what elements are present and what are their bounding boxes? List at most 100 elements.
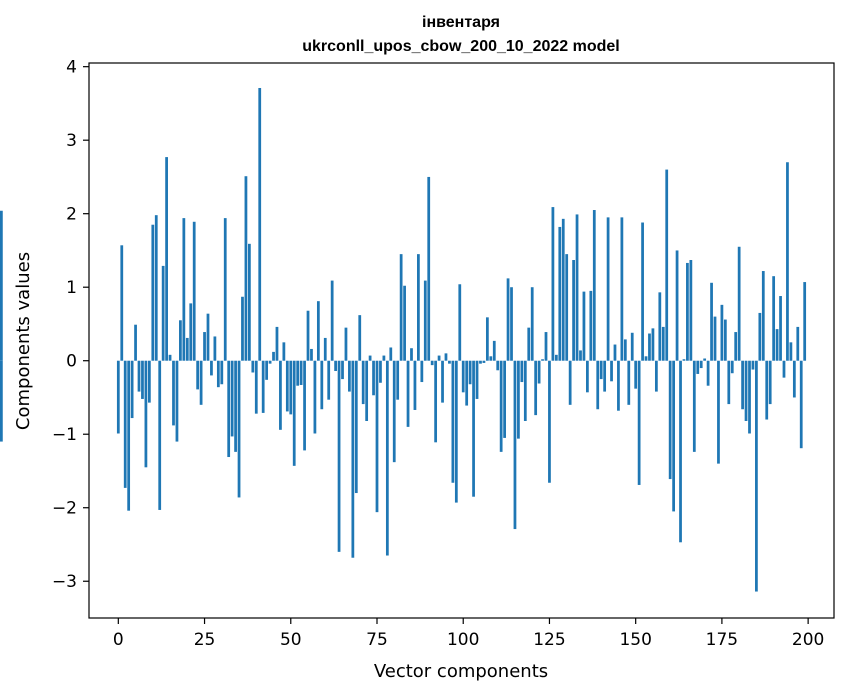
bar: [251, 360, 255, 373]
bar: [382, 355, 386, 361]
bar: [120, 245, 124, 361]
bar: [303, 360, 306, 451]
chart-subtitle: ukrconll_upos_cbow_200_10_2022 model: [302, 38, 619, 55]
bar: [723, 319, 727, 361]
bar: [665, 169, 669, 361]
x-tick-label: 100: [447, 630, 479, 650]
bar: [803, 282, 807, 361]
bar: [292, 360, 296, 466]
bar: [216, 360, 220, 388]
bar: [623, 339, 627, 361]
bar: [130, 360, 134, 419]
bar: [417, 254, 420, 361]
bar: [675, 250, 679, 361]
bar: [696, 360, 700, 374]
bar: [582, 291, 586, 361]
bar: [441, 360, 444, 403]
bar: [268, 360, 272, 364]
bar: [534, 360, 538, 416]
bar: [654, 360, 658, 392]
y-tick-label: 4: [66, 58, 77, 78]
bar: [761, 271, 765, 361]
y-tick-label: −1: [52, 425, 77, 445]
bar: [137, 360, 141, 392]
bar: [158, 360, 162, 510]
bar: [206, 313, 210, 361]
bar: [637, 360, 641, 485]
bar: [223, 218, 227, 361]
x-tick-label: 75: [366, 630, 388, 650]
bar: [230, 360, 234, 437]
bar: [182, 218, 186, 361]
bar: [648, 333, 651, 361]
chart-title: інвентаря: [422, 14, 500, 31]
bar: [472, 360, 475, 497]
bar: [479, 360, 482, 364]
bar: [796, 326, 800, 361]
bar: [596, 360, 600, 410]
bar: [485, 317, 489, 361]
bar: [282, 342, 286, 361]
bar: [389, 347, 393, 361]
bar: [227, 360, 231, 458]
bar: [379, 360, 382, 383]
bar: [344, 327, 348, 361]
bar: [420, 360, 424, 383]
bar: [613, 344, 617, 361]
bar: [572, 260, 575, 361]
bar: [361, 360, 365, 405]
bar: [482, 360, 486, 363]
bar: [410, 348, 413, 361]
x-axis: 0 25 50 75 100 125 150 175 200: [113, 618, 824, 650]
bar: [285, 360, 289, 412]
x-tick-label: 125: [533, 630, 565, 650]
bar: [165, 157, 168, 361]
bar: [744, 360, 748, 421]
bar: [523, 360, 527, 421]
bar: [775, 329, 779, 361]
bar: [727, 360, 731, 405]
bar: [254, 360, 258, 414]
bar: [644, 356, 648, 361]
bar: [599, 360, 603, 380]
bar: [579, 350, 582, 361]
bar: [337, 360, 341, 552]
bar: [358, 315, 362, 361]
bar: [668, 360, 672, 480]
bar: [513, 360, 517, 530]
y-tick-label: −3: [52, 572, 77, 592]
bar: [244, 176, 248, 361]
bar: [279, 360, 282, 430]
bar: [517, 360, 520, 439]
bar: [265, 360, 269, 380]
bar: [561, 218, 565, 361]
bar: [503, 360, 506, 438]
bar: [175, 360, 179, 442]
bar: [310, 348, 313, 361]
bar: [213, 336, 217, 361]
bar: [458, 284, 462, 361]
bar: [492, 340, 496, 361]
y-tick-label: −2: [52, 499, 77, 519]
bar: [682, 359, 686, 361]
x-tick-label: 0: [113, 630, 124, 650]
bar: [147, 360, 151, 403]
bar: [237, 360, 241, 498]
y-tick-label: 0: [66, 352, 77, 372]
bar: [772, 276, 776, 361]
bar: [203, 332, 206, 361]
bar: [299, 360, 303, 385]
bar: [396, 360, 400, 400]
bar: [234, 360, 237, 452]
bar: [116, 360, 120, 434]
bar: [461, 360, 465, 393]
y-axis-label: Components values: [13, 252, 34, 430]
bar: [782, 360, 786, 378]
bar: [710, 282, 713, 361]
bar: [430, 360, 434, 366]
bar: [565, 254, 569, 361]
bar: [496, 360, 500, 371]
bar: [258, 87, 262, 361]
bar: [634, 360, 638, 389]
